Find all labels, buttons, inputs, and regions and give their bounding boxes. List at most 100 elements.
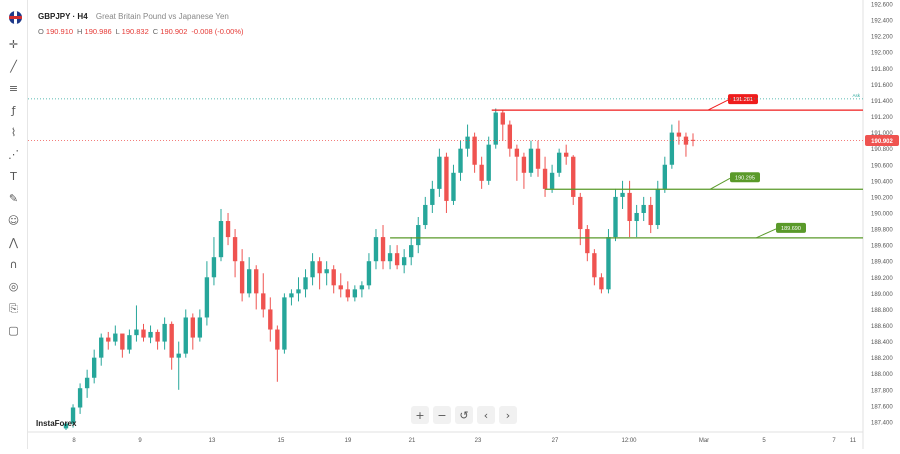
candle-body (331, 269, 336, 286)
candle-body (183, 317, 188, 354)
x-tick-label: Mar (699, 438, 709, 444)
brush-icon[interactable]: ⋰ (8, 148, 19, 161)
y-tick-label: 188.000 (871, 372, 893, 378)
candle-body (493, 112, 498, 145)
y-tick-label: 188.600 (871, 324, 893, 330)
symbol-label[interactable]: GBPJPY · H4 (38, 12, 88, 21)
y-tick-label: 191.200 (871, 115, 893, 121)
y-tick-label: 192.600 (871, 3, 893, 9)
candle-body (232, 237, 238, 262)
candle-body (225, 221, 231, 238)
candle-body (423, 204, 428, 226)
candle-body (218, 221, 224, 258)
x-tick-label: 13 (209, 438, 216, 444)
candle-body (268, 309, 273, 330)
candle-body (387, 253, 393, 262)
x-tick-label: 27 (552, 438, 559, 444)
x-tick-label: 9 (138, 438, 142, 444)
x-tick-label: 21 (409, 438, 416, 444)
support-2-label-leader (755, 228, 777, 239)
candle-body (500, 112, 505, 125)
chart-svg[interactable]: 187.400 187.600 187.800 188.000 188.200 188.4… (7, 0, 900, 449)
x-tick-label: 19 (345, 438, 352, 444)
emoji-icon[interactable]: ☺ (7, 214, 20, 227)
eye-off-icon[interactable]: ◎ (8, 280, 19, 293)
y-tick-label: 189.200 (871, 276, 893, 282)
candle-body (416, 225, 421, 246)
candle-body (465, 136, 470, 149)
x-tick-label: 23 (475, 438, 482, 444)
candle-body (254, 269, 259, 294)
candle-body (472, 136, 477, 165)
support-2-label: 189.690 (781, 226, 801, 232)
y-tick-label: 189.800 (871, 228, 893, 234)
trend-line-icon[interactable]: ╱ (10, 60, 17, 73)
candle-body (585, 229, 590, 254)
candle-body (303, 277, 308, 290)
indicator-icon[interactable]: ƒ (11, 104, 16, 117)
x-tick-label: 5 (762, 438, 766, 444)
candle-body (662, 164, 668, 189)
zoom-in-button[interactable]: + (411, 406, 429, 424)
candle-body (606, 237, 611, 290)
y-tick-label: 187.800 (871, 388, 893, 394)
y-tick-label: 192.400 (871, 19, 893, 25)
ohlc-label: H (77, 27, 85, 36)
candle-body (134, 329, 139, 336)
pattern-icon[interactable]: ⌇ (10, 126, 17, 139)
candle-body (409, 245, 414, 258)
ohlc-label: C (152, 27, 161, 36)
y-tick-label: 187.600 (871, 404, 893, 410)
ohlc-value: 190.902 (160, 27, 188, 36)
fib-icon[interactable]: ≡ (8, 82, 19, 95)
y-tick-label: 191.400 (871, 99, 893, 105)
candle-body (521, 156, 527, 173)
crosshair-icon[interactable]: ✛ (8, 38, 19, 51)
candle-body (444, 156, 449, 201)
candle-body (345, 289, 350, 298)
camera-icon[interactable]: ⎘ (9, 301, 18, 315)
scroll-right-button[interactable]: › (499, 406, 517, 424)
brand-logo: InstaForex (36, 419, 77, 428)
x-tick-label: 8 (72, 438, 76, 444)
candle-body (70, 407, 76, 424)
candle-body (564, 152, 569, 157)
candle-body (373, 237, 379, 262)
eraser-icon[interactable]: ✎ (8, 192, 19, 205)
candle-body (669, 132, 675, 165)
drawing-toolbar: ✛ ╱ ≡ ƒ ⌇ ⋰ T ✎ ☺ ⋀ ∩ ◎ ⎘ ▢ (0, 0, 28, 449)
candle-body (437, 156, 442, 189)
measure-icon[interactable]: ⋀ (8, 236, 19, 249)
candle-body (592, 253, 597, 278)
scroll-left-button[interactable]: ‹ (477, 406, 495, 424)
candle-body (317, 261, 322, 274)
y-tick-label: 189.600 (871, 244, 893, 250)
y-tick-label: 188.800 (871, 308, 893, 314)
candle-body (352, 289, 358, 298)
y-tick-label: 188.200 (871, 356, 893, 362)
ohlc-value: -0.008 (-0.00%) (191, 27, 244, 36)
candle-body (571, 156, 576, 197)
candle-body (535, 148, 541, 169)
candle-body (634, 212, 639, 222)
chart-legend: GBPJPY · H4 Great Britain Pound vs Japan… (38, 12, 229, 21)
candle-body (324, 269, 329, 274)
candle-body (197, 317, 203, 338)
text-icon[interactable]: T (10, 170, 17, 183)
candle-body (578, 196, 583, 230)
candle-body (528, 148, 534, 173)
candle-body (310, 261, 315, 278)
candle-body (479, 164, 484, 181)
zoom-out-button[interactable]: − (433, 406, 451, 424)
ohlc-label: L (115, 27, 122, 36)
y-tick-label: 187.400 (871, 420, 893, 426)
y-tick-label: 189.400 (871, 260, 893, 266)
trash-icon[interactable]: ▢ (8, 324, 19, 337)
chart-controls: + − ↺ ‹ › (411, 406, 517, 424)
price-chart[interactable]: 187.400 187.600 187.800 188.000 188.200 188.4… (7, 0, 900, 449)
magnet-icon[interactable]: ∩ (9, 258, 18, 271)
y-tick-label: 192.000 (871, 51, 893, 57)
y-tick-label: 190.400 (871, 179, 893, 185)
candle-body (155, 331, 160, 342)
reset-icon[interactable]: ↺ (455, 406, 473, 424)
